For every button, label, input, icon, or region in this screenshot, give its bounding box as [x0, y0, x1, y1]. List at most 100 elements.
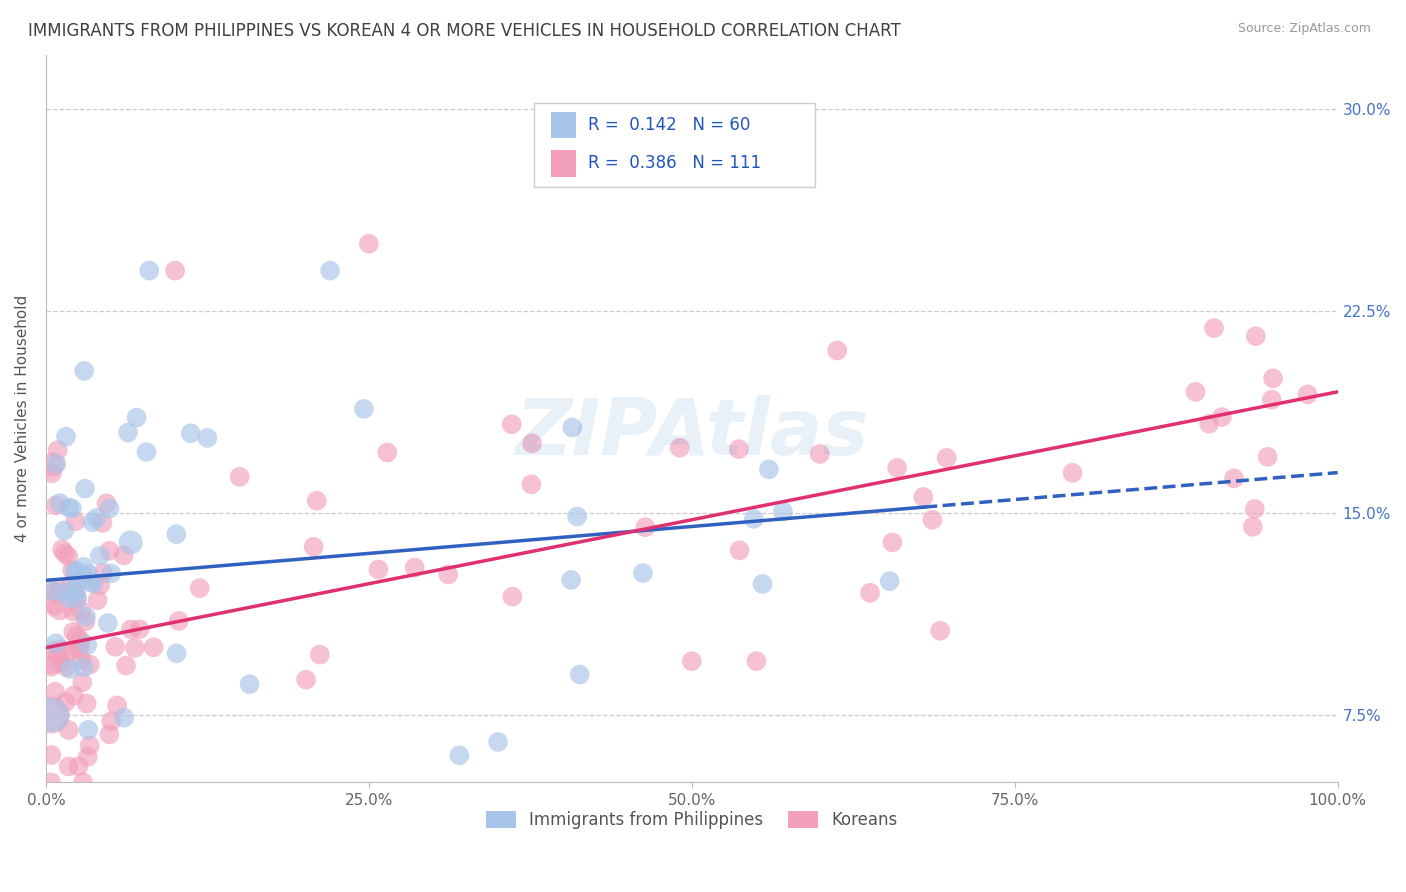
Point	[42, 584, 65, 599]
Point	[46, 443, 69, 458]
Point	[1062, 466, 1084, 480]
Point	[98, 543, 121, 558]
Point	[728, 543, 751, 558]
Point	[1211, 410, 1233, 425]
Point	[565, 509, 588, 524]
Point	[79, 657, 101, 672]
Point	[882, 535, 904, 549]
Point	[80, 575, 103, 590]
Point	[1241, 520, 1264, 534]
Point	[60, 563, 83, 577]
Point	[124, 640, 146, 655]
Point	[112, 711, 135, 725]
Point	[44, 685, 66, 699]
Point	[49, 496, 72, 510]
Point	[89, 578, 111, 592]
Point	[745, 654, 768, 668]
Point	[353, 401, 375, 416]
Point	[70, 653, 93, 667]
Point	[58, 549, 80, 564]
Point	[125, 410, 148, 425]
Point	[825, 343, 848, 358]
Point	[560, 573, 582, 587]
Point	[73, 482, 96, 496]
Point	[105, 698, 128, 713]
Point	[568, 667, 591, 681]
Text: Source: ZipAtlas.com: Source: ZipAtlas.com	[1237, 22, 1371, 36]
Point	[41, 747, 63, 762]
Point	[75, 609, 97, 624]
Point	[86, 593, 108, 607]
Point	[70, 675, 93, 690]
Point	[55, 646, 77, 660]
Point	[142, 640, 165, 655]
Point	[808, 447, 831, 461]
Point	[100, 566, 122, 581]
Point	[742, 512, 765, 526]
Point	[437, 567, 460, 582]
Point	[935, 450, 957, 465]
Point	[520, 477, 543, 491]
Point	[77, 723, 100, 737]
Point	[681, 654, 703, 668]
Point	[83, 576, 105, 591]
Point	[239, 677, 262, 691]
Point	[63, 566, 86, 580]
Point	[42, 644, 65, 658]
Point	[39, 708, 62, 723]
Point	[65, 629, 87, 643]
Point	[165, 263, 187, 277]
Point	[62, 624, 84, 639]
Point	[501, 590, 523, 604]
Point	[41, 657, 63, 672]
Point	[929, 624, 952, 638]
Point	[53, 524, 76, 538]
Point	[76, 749, 98, 764]
Point	[76, 638, 98, 652]
Point	[188, 581, 211, 595]
Point	[886, 460, 908, 475]
Point	[55, 430, 77, 444]
Point	[82, 515, 104, 529]
Point	[165, 527, 187, 541]
Point	[1184, 384, 1206, 399]
Point	[128, 622, 150, 636]
Point	[631, 566, 654, 580]
Point	[42, 458, 65, 472]
Point	[1261, 392, 1284, 407]
Point	[41, 467, 63, 481]
Point	[69, 633, 91, 648]
Point	[51, 542, 73, 557]
Point	[879, 574, 901, 589]
Point	[634, 520, 657, 534]
Point	[53, 546, 76, 560]
Point	[72, 775, 94, 789]
Point	[41, 659, 63, 673]
Point	[45, 636, 67, 650]
Point	[91, 516, 114, 530]
Point	[49, 600, 72, 615]
Point	[195, 431, 218, 445]
Point	[96, 496, 118, 510]
Y-axis label: 4 or more Vehicles in Household: 4 or more Vehicles in Household	[15, 295, 30, 542]
Point	[65, 584, 87, 599]
Point	[120, 623, 142, 637]
Point	[86, 511, 108, 525]
Point	[42, 584, 65, 599]
Point	[655, 802, 678, 816]
Point	[55, 660, 77, 674]
Point	[1257, 450, 1279, 464]
Point	[117, 425, 139, 440]
Point	[89, 549, 111, 563]
Point	[180, 426, 202, 441]
Point	[668, 441, 690, 455]
Point	[367, 562, 389, 576]
Point	[72, 660, 94, 674]
Point	[520, 436, 543, 450]
Point	[859, 586, 882, 600]
Point	[1198, 417, 1220, 431]
Point	[449, 748, 471, 763]
Point	[98, 501, 121, 516]
Point	[404, 560, 426, 574]
Point	[70, 570, 93, 584]
